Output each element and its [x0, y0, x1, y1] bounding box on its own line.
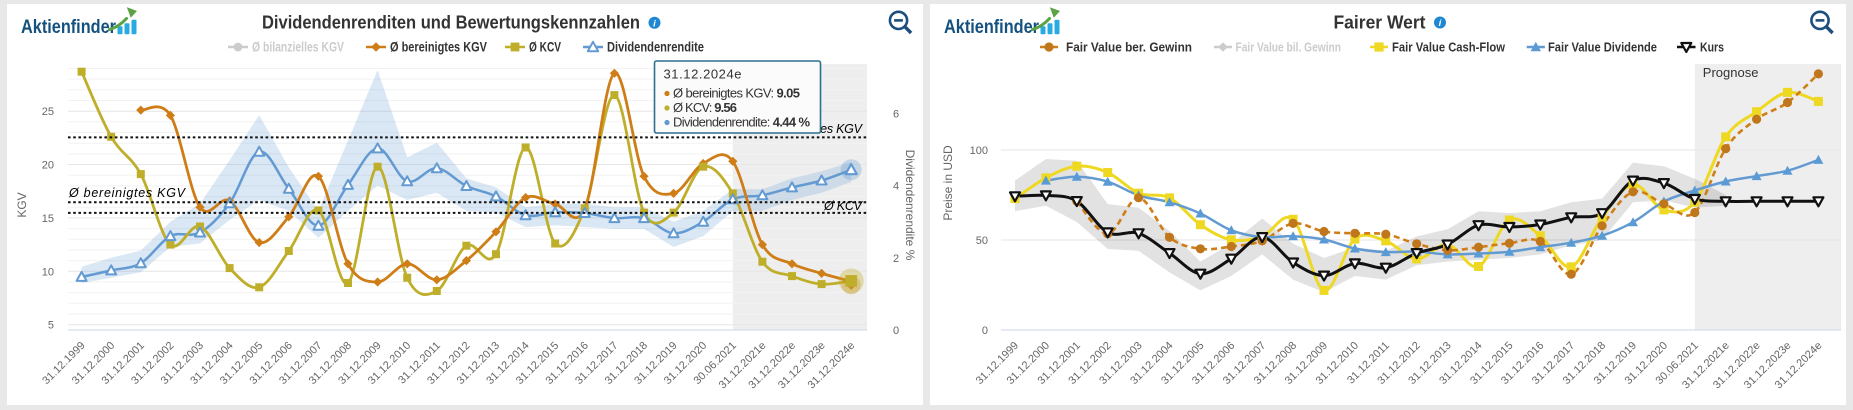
- svg-text:i: i: [653, 18, 656, 29]
- svg-text:Ø KCV: 9.56: Ø KCV: 9.56: [673, 100, 737, 115]
- svg-text:Dividendenrendite %: Dividendenrendite %: [903, 150, 917, 261]
- svg-text:20: 20: [42, 160, 54, 172]
- svg-text:Ø KCV: Ø KCV: [529, 40, 561, 55]
- svg-text:0: 0: [893, 325, 899, 337]
- svg-text:Fair Value bil. Gewinn: Fair Value bil. Gewinn: [1236, 40, 1342, 55]
- svg-text:4: 4: [893, 181, 899, 193]
- svg-text:31.12.2024e: 31.12.2024e: [664, 67, 742, 82]
- svg-text:Ø KCV: Ø KCV: [823, 199, 864, 213]
- svg-text:Ø bereinigtes KGV: Ø bereinigtes KGV: [390, 40, 487, 55]
- svg-text:Ø bereinigtes KGV: 9.05: Ø bereinigtes KGV: 9.05: [673, 86, 800, 101]
- svg-text:100: 100: [970, 145, 988, 157]
- svg-text:Aktienfinder: Aktienfinder: [944, 16, 1039, 38]
- svg-text:5: 5: [48, 320, 54, 332]
- svg-text:Prognose: Prognose: [1703, 65, 1759, 80]
- svg-text:25: 25: [42, 106, 54, 118]
- svg-text:Dividendenrenditen und Bewertu: Dividendenrenditen und Bewertungskennzah…: [262, 13, 640, 33]
- svg-text:Dividendenrendite: Dividendenrendite: [607, 40, 704, 55]
- svg-text:2: 2: [893, 253, 899, 265]
- svg-text:Fairer Wert: Fairer Wert: [1334, 13, 1426, 33]
- svg-text:50: 50: [976, 235, 988, 247]
- svg-text:6: 6: [893, 108, 899, 120]
- svg-text:Preise in USD: Preise in USD: [941, 145, 955, 221]
- svg-text:Fair Value Cash-Flow: Fair Value Cash-Flow: [1392, 40, 1506, 55]
- svg-text:10: 10: [42, 266, 54, 278]
- svg-text:KGV: KGV: [15, 192, 29, 217]
- svg-text:Fair Value ber. Gewinn: Fair Value ber. Gewinn: [1066, 40, 1192, 55]
- svg-text:Ø bilanzielles KGV: Ø bilanzielles KGV: [252, 40, 344, 55]
- svg-text:i: i: [1439, 18, 1442, 29]
- svg-text:Ø bereinigtes KGV: Ø bereinigtes KGV: [68, 186, 187, 200]
- svg-text:Dividendenrendite: 4.44 %: Dividendenrendite: 4.44 %: [673, 115, 810, 130]
- svg-text:0: 0: [982, 325, 988, 337]
- svg-text:15: 15: [42, 213, 54, 225]
- svg-text:Aktienfinder: Aktienfinder: [21, 16, 116, 38]
- svg-text:Kurs: Kurs: [1700, 40, 1724, 55]
- svg-text:Fair Value Dividende: Fair Value Dividende: [1548, 40, 1657, 55]
